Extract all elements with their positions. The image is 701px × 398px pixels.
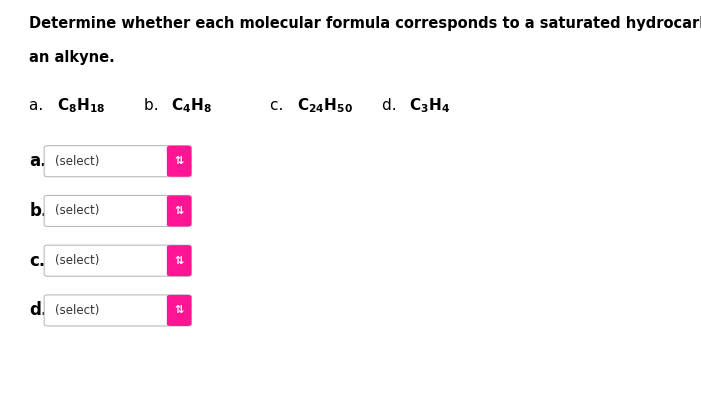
Text: $\mathbf{C_3H_4}$: $\mathbf{C_3H_4}$ [409,96,451,115]
Text: ⇅: ⇅ [175,305,184,316]
Text: $\mathbf{C_8H_{18}}$: $\mathbf{C_8H_{18}}$ [57,96,105,115]
Text: (select): (select) [55,254,99,267]
FancyBboxPatch shape [44,146,191,177]
Text: (select): (select) [55,155,99,168]
Text: an alkyne.: an alkyne. [29,50,115,65]
FancyBboxPatch shape [167,245,191,276]
Text: ⇅: ⇅ [175,156,184,166]
Text: d.: d. [382,98,402,113]
Text: b.: b. [144,98,163,113]
Text: ⇅: ⇅ [175,256,184,266]
Text: d.: d. [29,301,48,320]
Text: a.: a. [29,98,48,113]
FancyBboxPatch shape [44,295,191,326]
Text: (select): (select) [55,205,99,217]
Text: (select): (select) [55,304,99,317]
Text: Determine whether each molecular formula corresponds to a saturated hydrocarbon,: Determine whether each molecular formula… [29,16,701,31]
FancyBboxPatch shape [167,146,191,177]
Text: b.: b. [29,202,48,220]
FancyBboxPatch shape [167,195,191,226]
Text: $\mathbf{C_{24}H_{50}}$: $\mathbf{C_{24}H_{50}}$ [297,96,353,115]
FancyBboxPatch shape [44,245,191,276]
Text: a.: a. [29,152,47,170]
Text: c.: c. [29,252,46,270]
Text: ⇅: ⇅ [175,206,184,216]
Text: c.: c. [270,98,288,113]
FancyBboxPatch shape [44,195,191,226]
Text: $\mathbf{C_4H_8}$: $\mathbf{C_4H_8}$ [171,96,212,115]
FancyBboxPatch shape [167,295,191,326]
